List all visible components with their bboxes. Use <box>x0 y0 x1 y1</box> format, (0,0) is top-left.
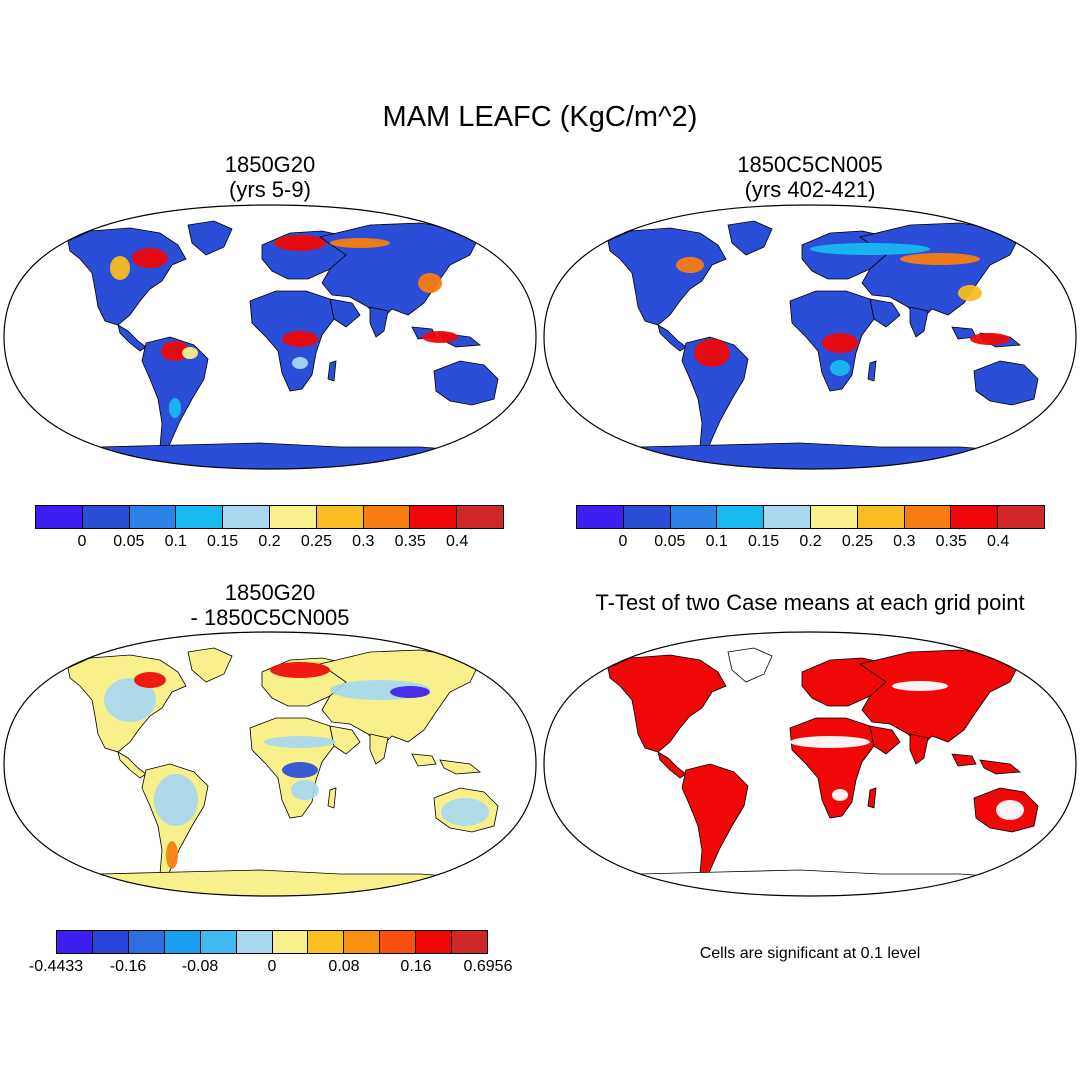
colorbar-panel1 <box>35 505 504 529</box>
colorbar-swatch <box>577 506 624 528</box>
map-panel-ttest <box>543 631 1077 897</box>
colorbar-swatch <box>308 931 345 953</box>
colorbar-tick-label: 0.25 <box>841 533 873 550</box>
colorbar-tick-label: -0.16 <box>109 958 147 975</box>
panel2-title-line1: 1850C5CN005 <box>737 152 883 177</box>
panel1-title-line2: (yrs 5-9) <box>229 177 311 202</box>
panel1-title-line1: 1850G20 <box>224 152 316 177</box>
colorbar-tick-label: 0.05 <box>654 533 686 550</box>
colorbar-swatch <box>998 506 1044 528</box>
figure-title: MAM LEAFC (KgC/m^2) <box>382 101 698 133</box>
colorbar-swatch <box>344 931 381 953</box>
colorbar-swatch <box>670 506 718 528</box>
colorbar-swatch <box>316 506 364 528</box>
colorbar-tick-label: 0.6956 <box>463 958 513 975</box>
colorbar-swatch <box>904 506 952 528</box>
colorbar-tick-label: 0.35 <box>394 533 426 550</box>
colorbar-tick-label: 0.4 <box>986 533 1010 550</box>
colorbar-tick-label: -0.08 <box>181 958 219 975</box>
colorbar-tick-label: 0.1 <box>705 533 728 550</box>
colorbar-swatch <box>380 931 417 953</box>
colorbar-tick-label: 0.2 <box>258 533 281 550</box>
colorbar-swatch <box>82 506 130 528</box>
panel4-title: T-Test of two Case means at each grid po… <box>595 590 1025 615</box>
colorbar-swatch <box>857 506 905 528</box>
colorbar-difference <box>56 930 488 954</box>
colorbar-swatch <box>200 931 237 953</box>
colorbar-swatch <box>236 931 273 953</box>
colorbar-tick-label: 0.2 <box>799 533 822 550</box>
map-panel-difference <box>3 631 537 897</box>
map-panel-1850C5CN005 <box>543 204 1077 470</box>
colorbar-tick-label: 0.05 <box>113 533 145 550</box>
colorbar-swatch <box>176 506 224 528</box>
panel2-title-line2: (yrs 402-421) <box>744 177 876 202</box>
colorbar-tick-label: 0.16 <box>400 958 432 975</box>
colorbar-swatch <box>363 506 411 528</box>
colorbar-swatch <box>452 931 488 953</box>
colorbar-swatch <box>57 931 93 953</box>
colorbar-swatch <box>92 931 129 953</box>
colorbar-tick-label: 0.1 <box>164 533 187 550</box>
colorbar-swatch <box>810 506 858 528</box>
colorbar-swatch <box>764 506 811 528</box>
colorbar-tick-label: 0.25 <box>300 533 332 550</box>
colorbar-swatch <box>129 506 177 528</box>
colorbar-swatch <box>272 931 309 953</box>
colorbar-tick-label: 0.4 <box>445 533 469 550</box>
colorbar-swatch <box>416 931 453 953</box>
colorbar-tick-label: 0.35 <box>935 533 967 550</box>
colorbar-tick-label: 0.15 <box>748 533 780 550</box>
colorbar-tick-label: 0 <box>267 958 277 975</box>
panel3-title-line2: - 1850C5CN005 <box>190 605 350 630</box>
colorbar-tick-label: 0.3 <box>352 533 375 550</box>
colorbar-swatch <box>36 506 83 528</box>
significance-note: Cells are significant at 0.1 level <box>699 945 921 962</box>
colorbar-swatch <box>164 931 201 953</box>
colorbar-tick-label: 0.15 <box>207 533 239 550</box>
colorbar-swatch <box>128 931 165 953</box>
colorbar-tick-label: -0.4433 <box>28 958 84 975</box>
colorbar-swatch <box>623 506 671 528</box>
colorbar-panel2 <box>576 505 1045 529</box>
colorbar-swatch <box>457 506 503 528</box>
colorbar-tick-label: 0.3 <box>893 533 916 550</box>
colorbar-swatch <box>951 506 999 528</box>
colorbar-swatch <box>269 506 317 528</box>
colorbar-swatch <box>717 506 765 528</box>
colorbar-tick-label: 0 <box>618 533 628 550</box>
map-panel-1850G20 <box>3 204 537 470</box>
colorbar-tick-label: 0 <box>77 533 87 550</box>
colorbar-tick-label: 0.08 <box>328 958 360 975</box>
panel3-title-line1: 1850G20 <box>224 580 316 605</box>
colorbar-swatch <box>410 506 458 528</box>
colorbar-swatch <box>223 506 270 528</box>
